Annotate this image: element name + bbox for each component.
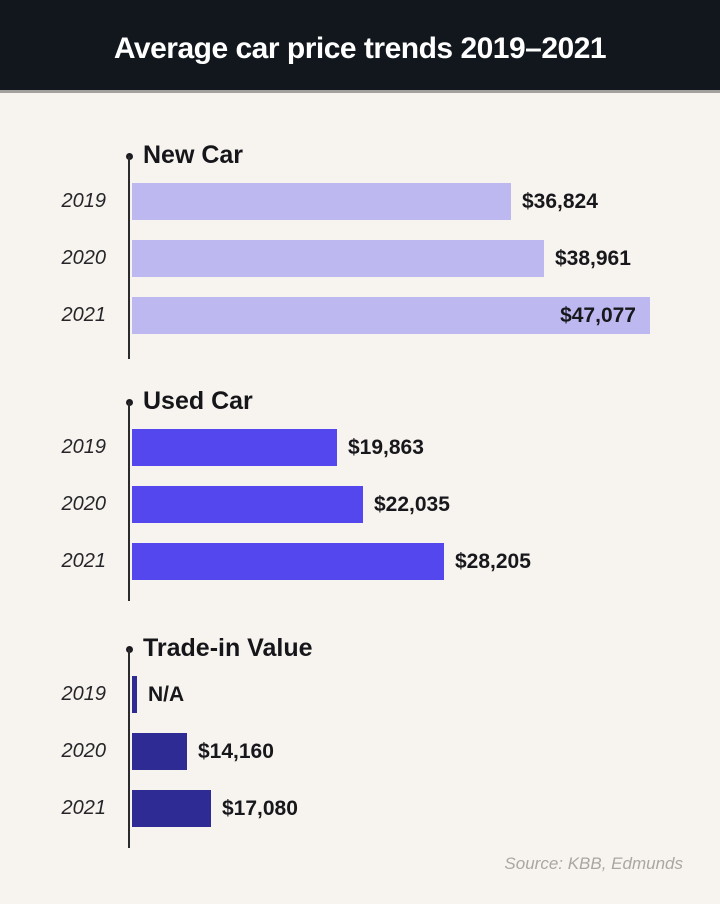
bar-trade-in-value-2019 — [132, 676, 137, 713]
year-label-2020: 2020 — [61, 493, 107, 515]
axis-line — [128, 402, 130, 601]
year-label-2021: 2021 — [61, 550, 107, 572]
section-title-new-car: New Car — [143, 141, 244, 169]
bar-new-car-2020 — [132, 240, 544, 277]
value-label-trade-in-value-2021: $17,080 — [222, 797, 298, 820]
bar-new-car-2019 — [132, 183, 511, 220]
section-title-trade-in-value: Trade-in Value — [143, 634, 313, 662]
value-label-new-car-2021: $47,077 — [560, 304, 636, 327]
bar-trade-in-value-2020 — [132, 733, 187, 770]
bar-trade-in-value-2021 — [132, 790, 211, 827]
section-title-used-car: Used Car — [143, 387, 253, 415]
year-label-2021: 2021 — [61, 797, 107, 819]
header-banner: Average car price trends 2019–2021 — [0, 0, 720, 93]
chart-section-used-car: Used Car 2019 $19,863 2020 $22,035 2021 $28,20… — [0, 387, 720, 604]
value-label-used-car-2019: $19,863 — [348, 436, 424, 459]
year-label-2020: 2020 — [61, 740, 107, 762]
year-label-2019: 2019 — [61, 190, 107, 212]
bar-new-car-2021 — [132, 297, 650, 334]
bar-used-car-2021 — [132, 543, 444, 580]
chart-section-trade-in-value: Trade-in Value 2019 N/A 2020 $14,160 2021 $17,… — [0, 634, 720, 851]
bar-used-car-2020 — [132, 486, 363, 523]
year-label-2020: 2020 — [61, 247, 107, 269]
value-label-used-car-2020: $22,035 — [374, 493, 450, 516]
value-label-trade-in-value-2019: N/A — [148, 683, 185, 706]
value-label-used-car-2021: $28,205 — [455, 550, 531, 573]
value-label-new-car-2020: $38,961 — [555, 247, 631, 270]
bar-used-car-2019 — [132, 429, 337, 466]
year-label-2019: 2019 — [61, 436, 107, 458]
axis-line — [128, 649, 130, 848]
axis-line — [128, 156, 130, 359]
year-label-2021: 2021 — [61, 304, 107, 326]
value-label-new-car-2019: $36,824 — [522, 190, 598, 213]
source-attribution: Source: KBB, Edmunds — [504, 854, 683, 873]
year-label-2019: 2019 — [61, 683, 107, 705]
page-title: Average car price trends 2019–2021 — [113, 32, 607, 65]
chart-section-new-car: New Car 2019 $36,824 2020 $38,961 2021 $47,077 — [0, 141, 720, 359]
value-label-trade-in-value-2020: $14,160 — [198, 740, 274, 763]
